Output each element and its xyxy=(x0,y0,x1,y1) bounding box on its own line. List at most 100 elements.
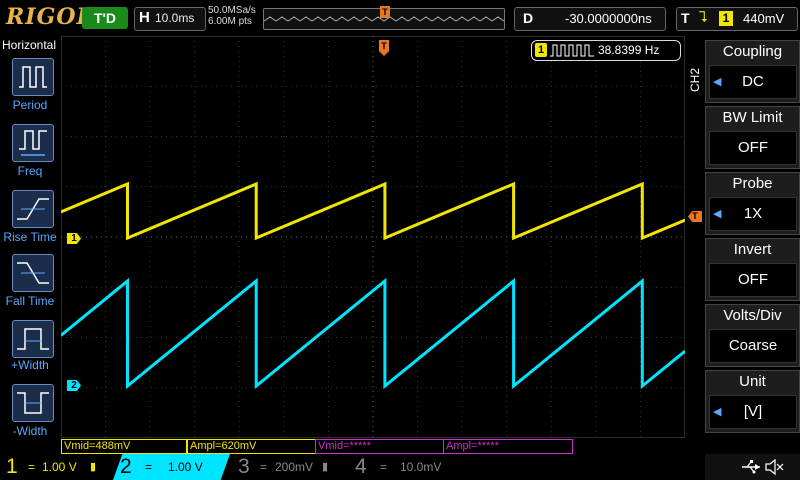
invert-title: Invert xyxy=(733,241,772,258)
fall-time-icon xyxy=(17,262,49,284)
ch2-number[interactable]: 2 xyxy=(120,455,132,478)
trigger-level-marker[interactable]: T xyxy=(688,211,702,222)
fall-time-label: Fall Time xyxy=(5,294,55,308)
ch2-offset-marker[interactable]: 2 xyxy=(67,380,81,391)
measure-vmid-ch1: Vmid=488mV xyxy=(61,439,187,454)
probe-value-box: ◀ 1X xyxy=(709,197,797,231)
coupling-value: DC xyxy=(742,73,764,90)
measure-vmid-off: Vmid=***** xyxy=(315,439,444,454)
battery-icon: ▮ xyxy=(90,461,97,473)
invert-value-box: OFF xyxy=(709,263,797,297)
sample-rate: 50.0MSa/s xyxy=(208,5,256,16)
freq-channel-badge: 1 xyxy=(535,43,547,57)
coupling-title: Coupling xyxy=(722,43,783,60)
ch1-coupling: = xyxy=(28,460,36,474)
horizontal-key: H xyxy=(139,9,150,26)
ch3-scale[interactable]: 200mV xyxy=(275,460,314,474)
coupling-value-box: ◀ DC xyxy=(709,65,797,99)
left-arrow-icon: ◀ xyxy=(713,76,722,88)
period-icon xyxy=(19,66,47,88)
memory-waveform-thumbnail xyxy=(264,16,504,22)
measure-ampl-off: Ampl=***** xyxy=(443,439,573,454)
ch2-trace xyxy=(61,277,685,390)
left-arrow-icon: ◀ xyxy=(713,208,722,220)
negative-width-icon xyxy=(17,392,49,414)
period-button[interactable] xyxy=(12,58,54,96)
square-wave-icon xyxy=(550,44,594,57)
frequency-icon xyxy=(19,130,47,156)
acquisition-info: 50.0MSa/s 6.00M pts xyxy=(208,5,256,27)
freq-button[interactable] xyxy=(12,124,54,162)
trigger-position-marker: T xyxy=(380,6,390,18)
invert-value: OFF xyxy=(738,271,768,288)
positive-width-button[interactable] xyxy=(12,320,54,358)
ch1-offset-marker[interactable]: 1 xyxy=(67,233,81,244)
ch3-battery-icon: ▮ xyxy=(322,461,329,473)
probe-value: 1X xyxy=(743,205,763,222)
negative-width-label: -Width xyxy=(12,424,48,438)
trigger-source-badge: 1 xyxy=(719,11,733,26)
ch4-coupling: = xyxy=(380,460,388,474)
horizontal-scale-box[interactable]: H 10.0ms xyxy=(134,7,206,31)
channel-menu-tab: CH2 xyxy=(688,68,702,93)
usb-icon xyxy=(742,460,760,474)
ch3-number[interactable]: 3 xyxy=(238,455,250,478)
frequency-value: 38.8399 Hz xyxy=(598,43,660,57)
waveform-display[interactable] xyxy=(61,36,685,438)
frequency-readout: 1 38.8399 Hz xyxy=(531,40,681,61)
ch2-active-highlight xyxy=(113,454,230,480)
delay-key: D xyxy=(523,10,534,26)
volts-div-softkey[interactable]: Volts/Div Coarse xyxy=(705,304,800,367)
trigger-time-marker[interactable]: T xyxy=(379,40,389,56)
trigger-status-badge: T'D xyxy=(82,7,128,29)
positive-width-icon xyxy=(17,328,49,350)
left-arrow-icon: ◀ xyxy=(713,406,722,418)
freq-label: Freq xyxy=(17,164,43,178)
traces xyxy=(61,181,685,390)
volts-div-value: Coarse xyxy=(728,337,778,354)
graticule xyxy=(61,36,685,438)
bw-limit-value-box: OFF xyxy=(709,131,797,165)
coupling-softkey[interactable]: Coupling ◀ DC xyxy=(705,40,800,103)
fall-time-button[interactable] xyxy=(12,254,54,292)
bw-limit-softkey[interactable]: BW Limit OFF xyxy=(705,106,800,169)
unit-value: [V] xyxy=(743,403,763,420)
horizontal-delay-box[interactable]: D -30.0000000ns xyxy=(514,7,666,31)
horizontal-scale-value: 10.0ms xyxy=(155,11,195,25)
invert-softkey[interactable]: Invert OFF xyxy=(705,238,800,301)
rigol-logo: RIGOL xyxy=(6,4,93,30)
measure-menu xyxy=(0,36,60,452)
volts-div-title: Volts/Div xyxy=(723,307,782,324)
probe-title: Probe xyxy=(732,175,773,192)
measure-category-title: Horizontal xyxy=(2,38,57,52)
ch1-scale[interactable]: 1.00 V xyxy=(42,460,77,474)
ch2-scale[interactable]: 1.00 V xyxy=(168,460,203,474)
unit-value-box: ◀ [V] xyxy=(709,395,797,429)
ch1-number[interactable]: 1 xyxy=(6,455,18,478)
probe-softkey[interactable]: Probe ◀ 1X xyxy=(705,172,800,235)
unit-softkey[interactable]: Unit ◀ [V] xyxy=(705,370,800,433)
bw-limit-title: BW Limit xyxy=(722,109,783,126)
bw-limit-value: OFF xyxy=(738,139,768,156)
ch4-number[interactable]: 4 xyxy=(355,455,367,478)
trigger-level-value: 440mV xyxy=(743,11,785,26)
trigger-key: T xyxy=(681,10,690,26)
trigger-settings-box[interactable]: T ⮧ 1 440mV xyxy=(676,7,798,31)
rise-time-icon xyxy=(17,198,49,220)
memory-depth: 6.00M pts xyxy=(208,16,252,27)
ch1-trace xyxy=(61,181,685,241)
ch2-coupling: = xyxy=(145,460,153,474)
ch3-coupling: = xyxy=(260,460,268,474)
volts-div-value-box: Coarse xyxy=(709,329,797,363)
ch4-scale[interactable]: 10.0mV xyxy=(400,460,442,474)
rise-time-label: Rise Time xyxy=(3,230,57,244)
measure-ampl-ch1: Ampl=620mV xyxy=(187,439,316,454)
mute-speaker-icon[interactable] xyxy=(764,458,784,476)
delay-value: -30.0000000ns xyxy=(565,11,652,26)
negative-width-button[interactable] xyxy=(12,384,54,422)
rising-edge-icon: ⮧ xyxy=(699,9,708,26)
rise-time-button[interactable] xyxy=(12,190,54,228)
period-label: Period xyxy=(12,98,48,112)
unit-title: Unit xyxy=(739,373,766,390)
positive-width-label: +Width xyxy=(11,358,49,372)
